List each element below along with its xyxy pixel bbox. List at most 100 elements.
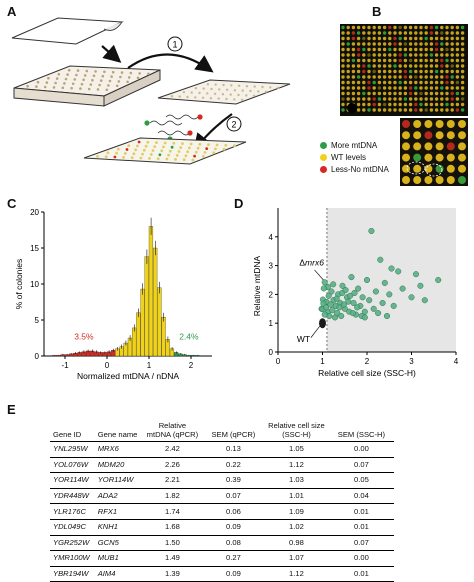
cell-sem-qpcr: 0.09 xyxy=(204,566,265,582)
panel-a-schematic: 1 2 xyxy=(11,17,291,165)
legend-label: More mtDNA xyxy=(331,141,378,150)
scatter-chart: 00 1 1 2 2 3 3 4 4 Relative cell size (SSC-H) Rela… xyxy=(252,208,459,378)
cell-gene-id: YLR176C xyxy=(50,503,95,520)
cell-relative-cell-size: 1.09 xyxy=(264,503,331,520)
cell-relative-mtdna: 1.49 xyxy=(142,550,205,567)
cell-relative-cell-size: 1.12 xyxy=(264,566,331,582)
cell-sem-qpcr: 0.09 xyxy=(204,519,265,536)
scatter-point xyxy=(417,282,424,289)
cell-gene-id: YOR114W xyxy=(50,472,95,489)
scatter-point xyxy=(323,304,330,311)
mrx6-pointer xyxy=(314,269,324,281)
cell-relative-mtdna: 1.39 xyxy=(142,566,205,582)
scatter-point xyxy=(381,279,388,286)
scatter-point xyxy=(321,311,328,318)
histogram-bar xyxy=(144,256,149,357)
scatter-point xyxy=(399,285,406,292)
scatter-point xyxy=(339,282,346,289)
y-tick-label: 1 xyxy=(269,319,274,328)
scatter-point xyxy=(363,276,371,284)
scatter-point xyxy=(388,265,395,272)
step-1-badge xyxy=(167,36,183,52)
x-tick-label: 1 xyxy=(320,357,325,366)
cell-gene-name: MUB1 xyxy=(94,550,143,567)
panel-label-b: B xyxy=(372,4,382,19)
scatter-point xyxy=(361,314,368,321)
scatter-point xyxy=(368,227,375,235)
wt-point xyxy=(319,318,326,329)
y-tick-label: 15 xyxy=(30,244,39,253)
y-tick-label: 3 xyxy=(269,262,274,271)
x-tick-label: 2 xyxy=(365,357,370,366)
red-dot-icon xyxy=(320,166,327,173)
cell-gene-id: YBR194W xyxy=(50,566,95,582)
cell-relative-cell-size: 1.03 xyxy=(264,472,331,489)
cell-relative-mtdna: 2.26 xyxy=(142,457,205,474)
cell-sem-ssch: 0.04 xyxy=(330,488,395,505)
col-relative-cell-size: Relative cell size (SSC-H) xyxy=(264,420,331,442)
low-mtdna-percent: 3.5% xyxy=(74,331,94,341)
histogram-bar xyxy=(153,247,158,357)
scatter-point xyxy=(321,279,328,286)
cell-relative-cell-size: 0.98 xyxy=(264,535,331,552)
y-axis-label: % of colonies xyxy=(14,259,24,310)
scatter-point xyxy=(327,301,334,308)
cell-sem-qpcr: 0.08 xyxy=(204,535,265,552)
x-tick-label: 1 xyxy=(147,361,152,370)
cell-relative-mtdna: 1.74 xyxy=(142,503,205,520)
histogram-bar xyxy=(157,287,162,357)
plate-colonies xyxy=(26,68,150,92)
scatter-point xyxy=(395,268,402,275)
y-tick-label: 0 xyxy=(35,352,40,361)
scatter-point xyxy=(354,304,361,311)
y-tick-label: 2 xyxy=(269,290,274,299)
high-mtdna-percent: 2.4% xyxy=(179,331,199,341)
panel-label-c: C xyxy=(7,196,17,211)
cell-sem-ssch: 0.05 xyxy=(330,472,395,489)
scatter-point xyxy=(383,312,391,320)
scatter-point xyxy=(336,304,343,311)
cell-sem-qpcr: 0.06 xyxy=(204,503,265,520)
agar-plate xyxy=(13,65,161,107)
scatter-point xyxy=(342,287,349,294)
x-tick-label: 0 xyxy=(276,357,281,366)
scatter-point xyxy=(390,302,397,309)
cell-gene-id: YGR252W xyxy=(50,535,95,552)
cell-gene-id: YDR448W xyxy=(50,488,95,505)
scatter-point xyxy=(351,289,358,297)
cell-sem-qpcr: 0.22 xyxy=(204,457,265,474)
cell-gene-id: YNL295W xyxy=(50,441,95,458)
cell-relative-mtdna: 1.68 xyxy=(142,519,205,536)
step-1-number: 1 xyxy=(172,40,177,50)
legend-wt-levels: WT levels xyxy=(320,153,366,162)
legend-label: WT levels xyxy=(331,153,366,162)
scatter-point xyxy=(340,301,347,308)
y-tick-label: 10 xyxy=(30,280,39,289)
scatter-point xyxy=(329,307,336,314)
cell-gene-name: MDM20 xyxy=(94,457,143,474)
cell-sem-ssch: 0.01 xyxy=(330,519,395,536)
cell-sem-ssch: 0.01 xyxy=(330,503,395,520)
cell-relative-cell-size: 1.01 xyxy=(264,488,331,505)
col-sem-ssch: SEM (SSC-H) xyxy=(330,420,395,442)
panel-label-e: E xyxy=(7,402,16,417)
x-axis-label: Normalized mtDNA / nDNA xyxy=(77,371,179,380)
cell-sem-qpcr: 0.27 xyxy=(204,550,265,567)
cell-gene-name: KNH1 xyxy=(94,519,143,536)
hybridized-colonies xyxy=(96,140,236,162)
table-row: YDL049C KNH1 1.68 0.09 1.02 0.01 xyxy=(50,519,395,536)
gene-table: Gene ID Gene name Relative mtDNA (qPCR) … xyxy=(50,420,395,582)
histogram-bar xyxy=(132,327,137,357)
colony-array-zoom-image xyxy=(400,118,468,186)
scatter-point xyxy=(435,276,442,284)
cell-relative-cell-size: 1.07 xyxy=(264,550,331,567)
step-1-arrow-icon xyxy=(127,53,214,73)
mrx6-label: Δmrx6 xyxy=(299,258,324,268)
table-row: YDR448W ADA2 1.82 0.07 1.01 0.04 xyxy=(50,488,395,505)
cell-gene-id: YDL049C xyxy=(50,519,95,536)
cell-sem-qpcr: 0.07 xyxy=(204,488,265,505)
scatter-point xyxy=(408,294,415,301)
cell-sem-ssch: 0.07 xyxy=(330,457,395,474)
table-row: YOR114W YOR114W 2.21 0.39 1.03 0.05 xyxy=(50,472,395,489)
cell-relative-cell-size: 1.02 xyxy=(264,519,331,536)
